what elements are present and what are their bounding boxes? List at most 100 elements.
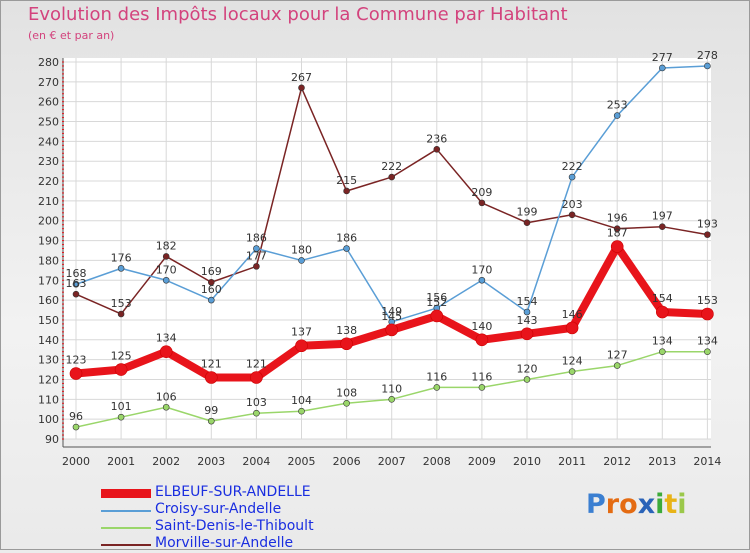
- data-point: [433, 146, 441, 153]
- y-tick-label: 200: [38, 215, 59, 228]
- data-label: 134: [652, 335, 673, 348]
- data-point: [478, 199, 486, 207]
- data-label: 197: [652, 210, 673, 223]
- logo-letter: o: [619, 489, 638, 520]
- data-label: 176: [111, 251, 132, 264]
- data-label: 121: [201, 357, 222, 370]
- data-point: [343, 245, 350, 252]
- data-point: [704, 62, 711, 70]
- data-label: 182: [156, 239, 177, 252]
- x-tick-label: 2010: [513, 455, 541, 468]
- data-point: [478, 384, 486, 391]
- data-label: 215: [336, 174, 357, 187]
- x-tick-label: 2004: [242, 455, 270, 468]
- data-label: 193: [697, 218, 718, 231]
- data-label: 103: [246, 396, 267, 409]
- data-point: [298, 84, 305, 92]
- data-point: [704, 231, 711, 238]
- data-label: 186: [336, 232, 357, 245]
- data-label: 146: [562, 308, 583, 321]
- y-tick-label: 160: [38, 294, 59, 307]
- data-point: [613, 112, 621, 119]
- data-point: [117, 310, 125, 318]
- y-tick-label: 240: [38, 135, 59, 148]
- y-tick-label: 250: [38, 116, 59, 129]
- data-label: 236: [426, 132, 447, 145]
- data-label: 222: [381, 160, 402, 173]
- y-tick-label: 270: [38, 76, 59, 89]
- data-label: 209: [471, 186, 492, 199]
- logo-letter: r: [605, 489, 620, 520]
- data-point: [298, 407, 305, 415]
- y-tick-label: 150: [38, 314, 59, 327]
- y-tick-label: 110: [38, 393, 59, 406]
- logo-letter: x: [637, 489, 656, 520]
- data-label: 253: [607, 99, 628, 112]
- data-point: [162, 253, 170, 260]
- data-label: 106: [156, 390, 177, 403]
- data-point: [343, 187, 350, 195]
- legend-swatch: [101, 527, 151, 529]
- data-label: 120: [517, 362, 538, 375]
- x-tick-label: 2009: [468, 455, 496, 468]
- logo-letter: t: [664, 489, 678, 520]
- data-point: [385, 323, 399, 337]
- data-point: [523, 219, 531, 227]
- data-label: 140: [471, 320, 492, 333]
- data-label: 121: [246, 357, 267, 370]
- data-label: 222: [562, 160, 583, 173]
- data-label: 153: [111, 297, 132, 310]
- data-point: [388, 173, 396, 181]
- y-tick-label: 210: [38, 195, 59, 208]
- data-label: 187: [607, 227, 628, 240]
- data-point: [475, 333, 489, 347]
- x-tick-label: 2011: [558, 455, 586, 468]
- y-tick-label: 190: [38, 235, 59, 248]
- data-point: [388, 396, 396, 403]
- y-tick-label: 280: [38, 56, 59, 69]
- data-point: [568, 211, 576, 219]
- data-point: [701, 307, 714, 321]
- x-tick-label: 2000: [62, 455, 90, 468]
- data-point: [298, 257, 305, 264]
- data-point: [478, 276, 486, 284]
- chart-title: Evolution des Impôts locaux pour la Comm…: [28, 4, 568, 25]
- data-point: [253, 409, 260, 417]
- data-label: 152: [426, 296, 447, 309]
- legend-label: ELBEUF-SUR-ANDELLE: [155, 484, 311, 500]
- x-tick-label: 2005: [288, 455, 316, 468]
- data-point: [704, 348, 711, 355]
- chart-subtitle: (en € et par an): [28, 29, 115, 42]
- x-tick-label: 2002: [152, 455, 180, 468]
- data-point: [523, 308, 531, 316]
- data-point: [253, 263, 260, 270]
- data-label: 96: [69, 410, 83, 423]
- data-label: 116: [471, 370, 492, 383]
- data-label: 154: [652, 292, 673, 305]
- y-tick-label: 100: [38, 413, 59, 426]
- data-point: [568, 173, 576, 181]
- y-tick-label: 260: [38, 96, 59, 109]
- logo-letter: i: [677, 489, 687, 520]
- data-label: 154: [517, 295, 538, 308]
- data-label: 278: [697, 49, 718, 62]
- data-point: [205, 371, 218, 384]
- y-tick-label: 180: [38, 254, 59, 267]
- data-point: [568, 368, 576, 375]
- y-tick-label: 140: [38, 334, 59, 347]
- x-tick-label: 2007: [378, 455, 406, 468]
- data-point: [523, 376, 531, 383]
- y-tick-label: 120: [38, 373, 59, 386]
- data-label: 110: [381, 382, 402, 395]
- legend-label: Croisy-sur-Andelle: [155, 501, 282, 517]
- data-label: 124: [562, 355, 583, 368]
- data-point: [655, 305, 669, 319]
- proxiti-logo: Proxiti: [586, 489, 687, 520]
- legend-label: Saint-Denis-le-Thiboult: [155, 518, 314, 534]
- data-label: 170: [471, 263, 492, 276]
- data-point: [253, 245, 260, 252]
- x-tick-label: 2014: [693, 455, 721, 468]
- data-point: [208, 296, 215, 304]
- data-label: 143: [517, 314, 538, 327]
